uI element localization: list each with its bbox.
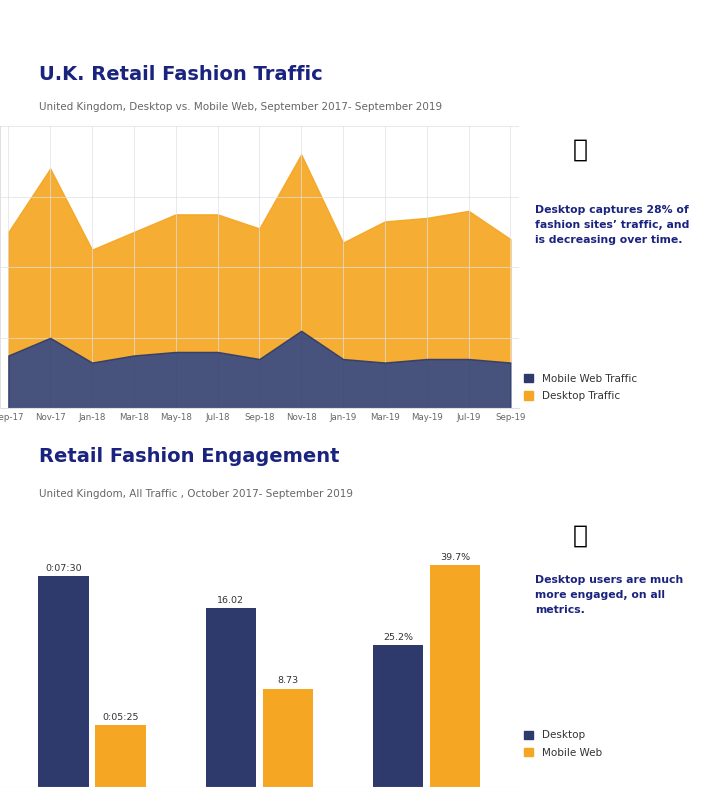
Legend: Mobile Web Traffic, Desktop Traffic: Mobile Web Traffic, Desktop Traffic [522, 371, 639, 403]
Text: 16.02: 16.02 [217, 596, 244, 605]
Text: 8.73: 8.73 [278, 676, 298, 685]
Legend: Desktop, Mobile Web: Desktop, Mobile Web [522, 728, 604, 759]
Text: U.K. Retail Fashion Traffic: U.K. Retail Fashion Traffic [39, 65, 323, 84]
Text: 0:07:30: 0:07:30 [45, 564, 82, 573]
Text: Desktop users are much
more engaged, on all
metrics.: Desktop users are much more engaged, on … [535, 575, 683, 615]
Bar [263, 689, 313, 787]
Text: 39.7%: 39.7% [440, 552, 470, 561]
Bar [373, 645, 423, 787]
Bar [206, 608, 256, 787]
Text: 💡: 💡 [573, 523, 588, 547]
Text: Retail Fashion Engagement: Retail Fashion Engagement [39, 447, 339, 466]
Text: 25.2%: 25.2% [383, 633, 413, 641]
Bar [96, 725, 146, 787]
Text: 💡: 💡 [573, 138, 588, 161]
Bar [38, 576, 88, 787]
Text: United Kingdom, All Traffic , October 2017- September 2019: United Kingdom, All Traffic , October 20… [39, 489, 353, 498]
Text: United Kingdom, Desktop vs. Mobile Web, September 2017- September 2019: United Kingdom, Desktop vs. Mobile Web, … [39, 102, 442, 113]
Text: 0:05:25: 0:05:25 [102, 713, 139, 722]
Bar [430, 565, 480, 787]
Text: Desktop captures 28% of
fashion sites’ traffic, and
is decreasing over time.: Desktop captures 28% of fashion sites’ t… [535, 205, 689, 245]
